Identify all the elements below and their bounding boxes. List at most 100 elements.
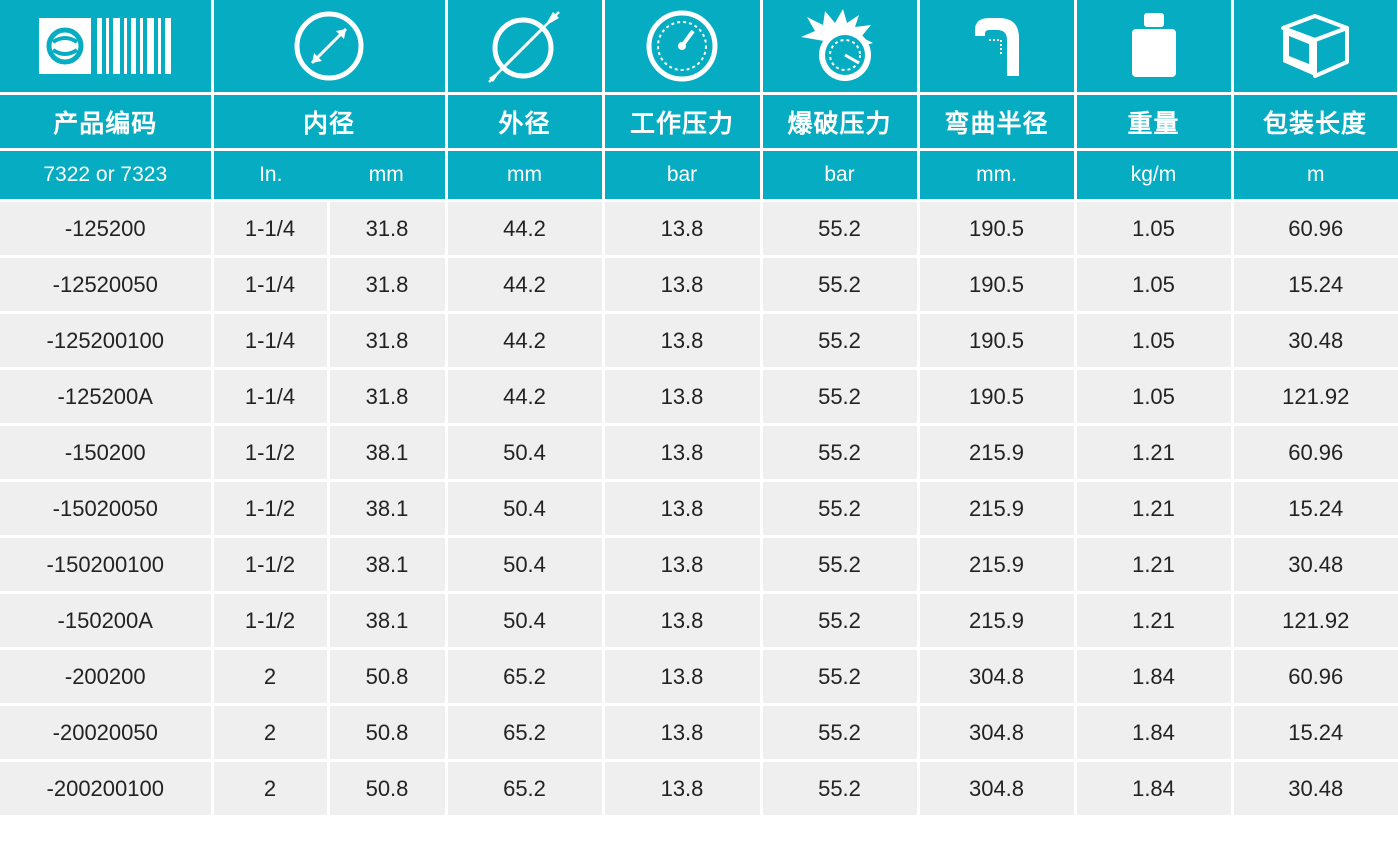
cell-bend-radius: 215.9 (918, 592, 1077, 650)
cell-outer-mm: 44.2 (446, 312, 605, 370)
cell-inner-mm: 31.8 (328, 200, 448, 258)
bend-radius-icon (974, 18, 1019, 76)
bend-radius-icon-cell (918, 0, 1077, 95)
cell-inner-in: 1-1/2 (212, 536, 330, 594)
cell-package-length: 60.96 (1232, 424, 1398, 482)
cell-code: -150200A (0, 592, 214, 650)
package-box-icon (1281, 14, 1349, 78)
cell-weight: 1.05 (1075, 200, 1234, 258)
cell-package-length: 60.96 (1232, 648, 1398, 706)
cell-weight: 1.05 (1075, 368, 1234, 426)
table-row: -20020050 2 50.8 65.2 13.8 55.2 304.8 1.84 15.24 (0, 704, 1398, 762)
cell-working-pressure: 13.8 (603, 200, 763, 258)
cell-outer-mm: 50.4 (446, 424, 605, 482)
cell-working-pressure: 13.8 (603, 592, 763, 650)
unit-length: m (1232, 149, 1398, 202)
cell-working-pressure: 13.8 (603, 536, 763, 594)
spec-table: 产品编码 内径 外径 工作压力 爆破压力 弯曲半径 重量 包装长度 7322 o… (0, 0, 1398, 818)
cell-inner-in: 1-1/4 (212, 368, 330, 426)
cell-code: -150200100 (0, 536, 214, 594)
cell-code: -200200100 (0, 760, 214, 818)
weight-icon-cell (1075, 0, 1234, 95)
cell-code: -125200 (0, 200, 214, 258)
header-weight: 重量 (1075, 93, 1234, 151)
logo-barcode-icon (39, 18, 172, 74)
cell-inner-mm: 38.1 (328, 480, 448, 538)
cell-code: -15020050 (0, 480, 214, 538)
header-bend-radius: 弯曲半径 (918, 93, 1077, 151)
cell-inner-in: 2 (212, 648, 330, 706)
cell-working-pressure: 13.8 (603, 312, 763, 370)
table-row: -150200A 1-1/2 38.1 50.4 13.8 55.2 215.9 1.21 12… (0, 592, 1398, 650)
unit-outer: mm (446, 149, 605, 202)
cell-burst-pressure: 55.2 (761, 368, 920, 426)
cell-outer-mm: 50.4 (446, 592, 605, 650)
cell-package-length: 30.48 (1232, 760, 1398, 818)
cell-code: -125200A (0, 368, 214, 426)
cell-inner-in: 1-1/2 (212, 424, 330, 482)
cell-working-pressure: 13.8 (603, 256, 763, 314)
table-row: -125200A 1-1/4 31.8 44.2 13.8 55.2 190.5 1.05 12… (0, 368, 1398, 426)
burst-pressure-icon-cell (761, 0, 920, 95)
cell-outer-mm: 65.2 (446, 648, 605, 706)
cell-package-length: 15.24 (1232, 480, 1398, 538)
cell-weight: 1.21 (1075, 536, 1234, 594)
cell-inner-mm: 50.8 (328, 648, 448, 706)
cell-outer-mm: 50.4 (446, 480, 605, 538)
cell-inner-in: 2 (212, 760, 330, 818)
cell-code: -200200 (0, 648, 214, 706)
cell-inner-mm: 50.8 (328, 704, 448, 762)
cell-inner-in: 1-1/4 (212, 200, 330, 258)
cell-bend-radius: 215.9 (918, 536, 1077, 594)
header-burst-pressure: 爆破压力 (761, 93, 920, 151)
cell-outer-mm: 65.2 (446, 704, 605, 762)
cell-burst-pressure: 55.2 (761, 648, 920, 706)
cell-burst-pressure: 55.2 (761, 536, 920, 594)
cell-inner-mm: 38.1 (328, 424, 448, 482)
cell-package-length: 30.48 (1232, 536, 1398, 594)
cell-weight: 1.05 (1075, 312, 1234, 370)
cell-burst-pressure: 55.2 (761, 592, 920, 650)
cell-outer-mm: 50.4 (446, 536, 605, 594)
cell-package-length: 60.96 (1232, 200, 1398, 258)
header-working-pressure: 工作压力 (603, 93, 763, 151)
cell-inner-mm: 31.8 (328, 256, 448, 314)
cell-burst-pressure: 55.2 (761, 312, 920, 370)
outer-diameter-icon-cell (446, 0, 605, 95)
cell-bend-radius: 190.5 (918, 200, 1077, 258)
unit-weight: kg/m (1075, 149, 1234, 202)
logo-cell (0, 0, 214, 95)
cell-package-length: 30.48 (1232, 312, 1398, 370)
cell-inner-in: 2 (212, 704, 330, 762)
unit-burst: bar (761, 149, 920, 202)
cell-bend-radius: 190.5 (918, 312, 1077, 370)
cell-burst-pressure: 55.2 (761, 200, 920, 258)
cell-inner-mm: 50.8 (328, 760, 448, 818)
cell-weight: 1.05 (1075, 256, 1234, 314)
cell-working-pressure: 13.8 (603, 704, 763, 762)
cell-outer-mm: 44.2 (446, 368, 605, 426)
inner-diameter-icon-cell (212, 0, 448, 95)
cell-bend-radius: 215.9 (918, 424, 1077, 482)
cell-working-pressure: 13.8 (603, 480, 763, 538)
cell-package-length: 15.24 (1232, 256, 1398, 314)
cell-weight: 1.84 (1075, 760, 1234, 818)
unit-inner-mm: mm (328, 149, 448, 202)
cell-package-length: 121.92 (1232, 592, 1398, 650)
cell-burst-pressure: 55.2 (761, 256, 920, 314)
cell-code: -125200100 (0, 312, 214, 370)
cell-working-pressure: 13.8 (603, 648, 763, 706)
cell-weight: 1.84 (1075, 648, 1234, 706)
cell-working-pressure: 13.8 (603, 424, 763, 482)
table-row: -12520050 1-1/4 31.8 44.2 13.8 55.2 190.5 1.05 1… (0, 256, 1398, 314)
cell-weight: 1.21 (1075, 592, 1234, 650)
burst-pressure-gauge-icon (800, 9, 873, 81)
cell-inner-in: 1-1/4 (212, 256, 330, 314)
cell-burst-pressure: 55.2 (761, 480, 920, 538)
cell-package-length: 121.92 (1232, 368, 1398, 426)
cell-working-pressure: 13.8 (603, 760, 763, 818)
table-row: -125200 1-1/4 31.8 44.2 13.8 55.2 190.5 1.05 60.… (0, 200, 1398, 258)
weight-icon (1131, 13, 1176, 77)
table-body: -125200 1-1/4 31.8 44.2 13.8 55.2 190.5 1.05 60.… (0, 200, 1398, 818)
cell-code: -150200 (0, 424, 214, 482)
